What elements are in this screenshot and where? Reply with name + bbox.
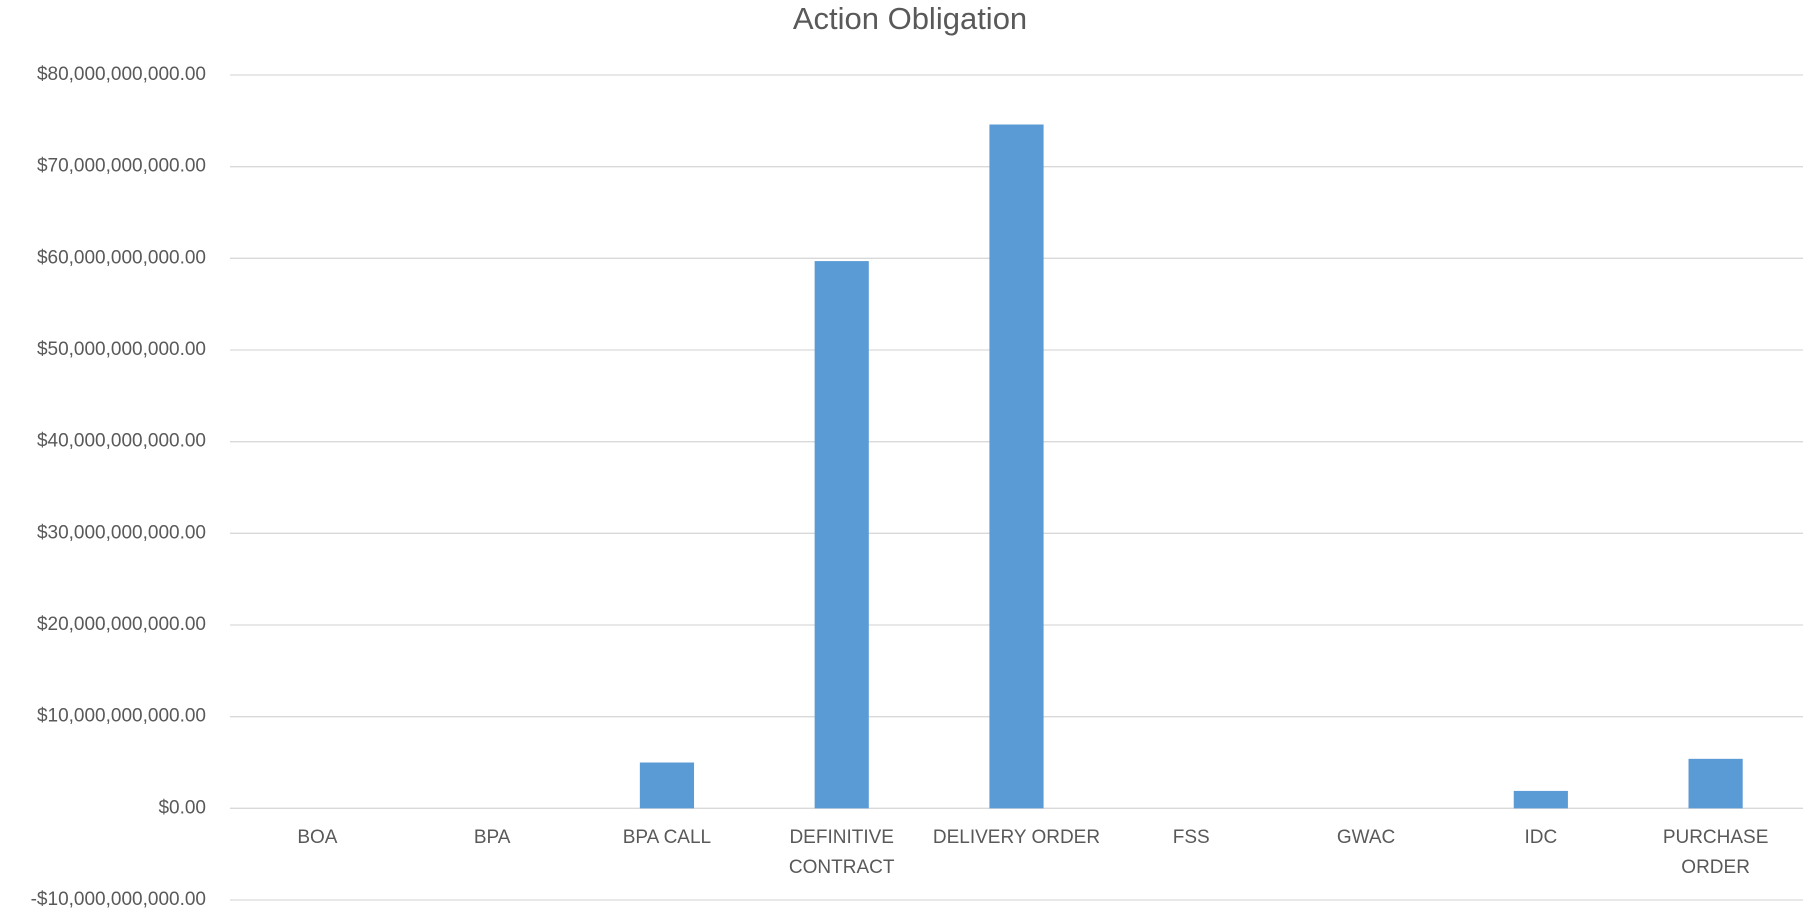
y-tick-label: $0.00 — [158, 797, 206, 818]
bar — [1688, 758, 1743, 809]
y-tick-label: $10,000,000,000.00 — [37, 706, 206, 727]
y-tick-label: $60,000,000,000.00 — [37, 247, 206, 268]
x-tick-label: BOA — [297, 827, 338, 849]
chart-title: Action Obligation — [793, 1, 1027, 36]
x-tick-label: PURCHASE ORDER — [1662, 827, 1769, 879]
y-tick-label: $30,000,000,000.00 — [37, 522, 206, 543]
y-tick-label: $70,000,000,000.00 — [37, 156, 206, 177]
y-tick-label: $20,000,000,000.00 — [37, 614, 206, 635]
x-tick-label: DEFINITIVE CONTRACT — [788, 827, 895, 879]
x-tick-label: DELIVERY ORDER — [932, 827, 1101, 849]
x-tick-label: GWAC — [1336, 827, 1396, 849]
x-tick-label: BPA — [473, 827, 511, 849]
x-tick-label: IDC — [1524, 827, 1558, 849]
x-tick-label: BPA CALL — [622, 827, 712, 849]
bar — [989, 124, 1044, 809]
y-tick-label: $80,000,000,000.00 — [37, 64, 206, 85]
bar — [814, 261, 869, 809]
bar — [639, 762, 695, 809]
bar — [1513, 790, 1568, 809]
y-tick-label: $50,000,000,000.00 — [37, 339, 206, 360]
y-tick-label: $40,000,000,000.00 — [37, 431, 206, 452]
x-tick-label: FSS — [1172, 827, 1210, 849]
y-tick-label: -$10,000,000,000.00 — [31, 889, 206, 910]
